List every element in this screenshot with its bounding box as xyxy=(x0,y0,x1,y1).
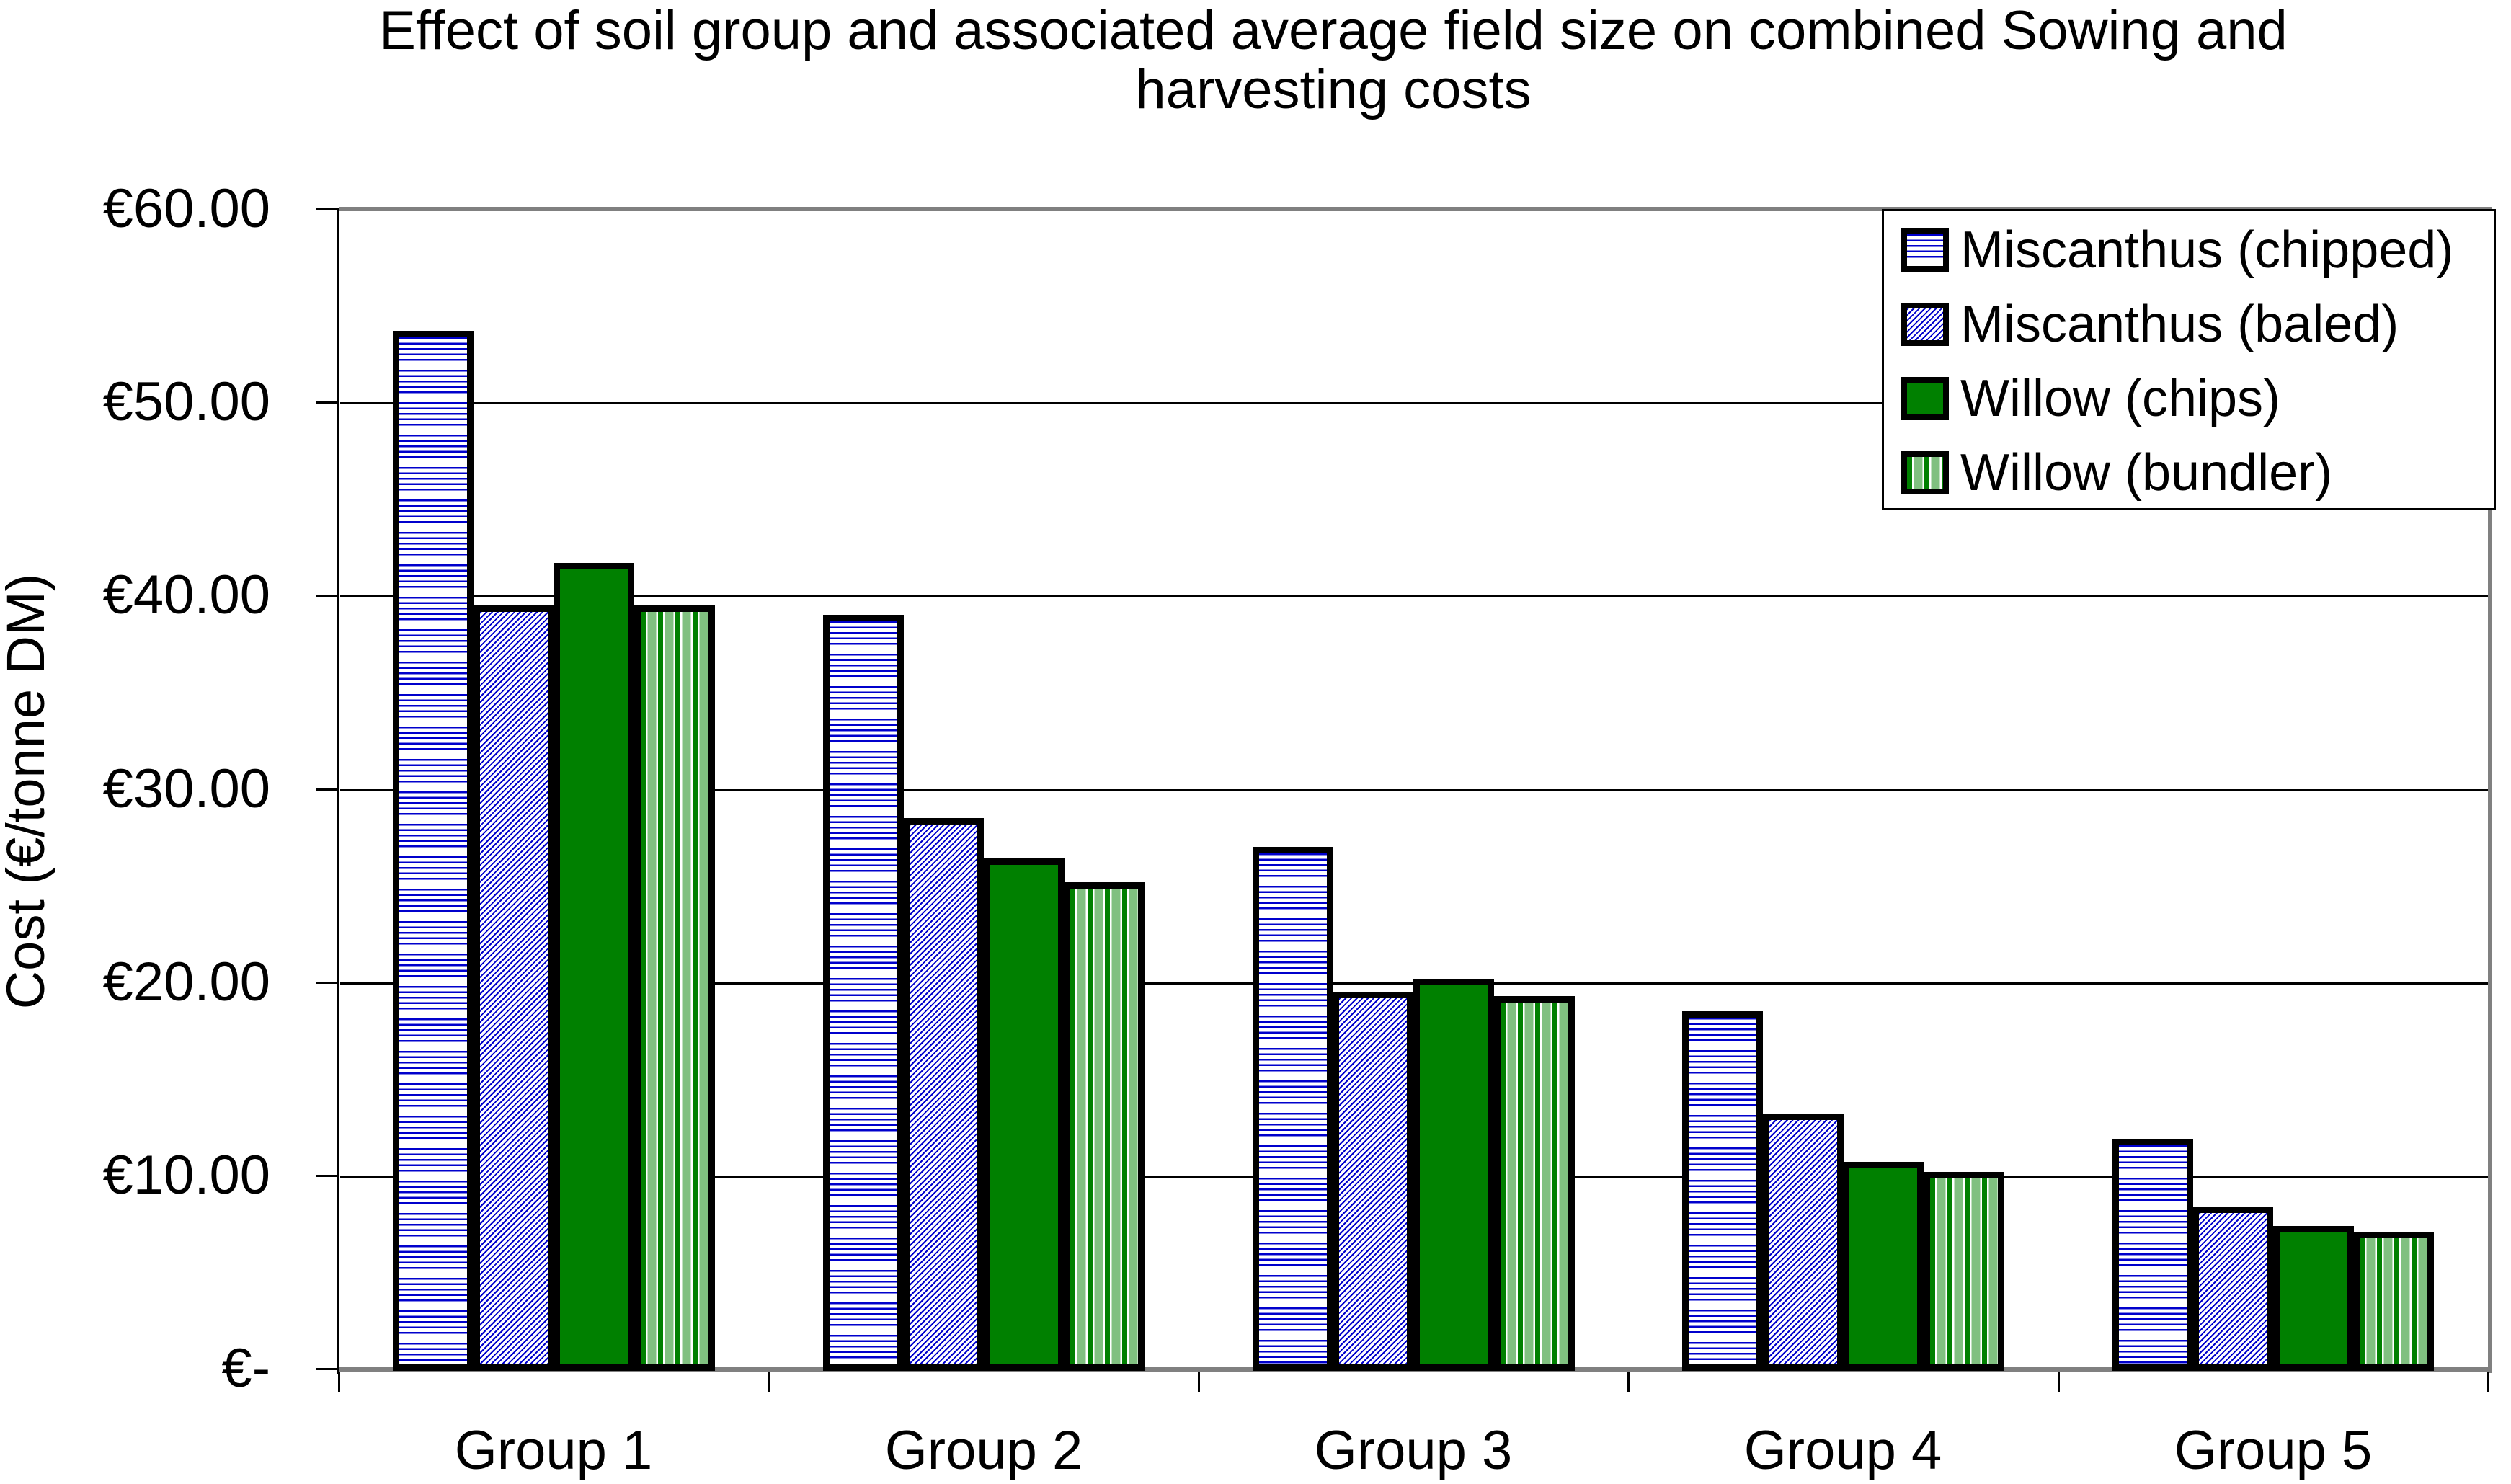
y-tick-20 xyxy=(316,982,339,984)
bar-willow-bundler-group-3 xyxy=(1494,996,1575,1371)
bar-miscanthus-chipped-group-5 xyxy=(2112,1139,2193,1371)
y-tick-40 xyxy=(316,595,339,597)
y-axis-line xyxy=(337,209,339,1374)
bar-willow-chips-group-5 xyxy=(2273,1226,2354,1371)
legend-label: Willow (bundler) xyxy=(1960,443,2333,502)
bar-willow-chips-group-2 xyxy=(984,858,1065,1371)
x-tick-0 xyxy=(338,1372,340,1392)
bar-miscanthus-chipped-group-3 xyxy=(1253,847,1333,1371)
plot-border-top xyxy=(339,207,2492,211)
y-tick-label-20: €20.00 xyxy=(102,951,270,1013)
bar-miscanthus-baled-group-2 xyxy=(903,818,984,1371)
bar-willow-bundler-group-2 xyxy=(1064,882,1145,1371)
x-tick-label-group-4: Group 4 xyxy=(1743,1420,1942,1481)
bar-willow-bundler-group-1 xyxy=(634,605,715,1371)
bar-miscanthus-chipped-group-1 xyxy=(393,331,474,1371)
x-tick-4 xyxy=(2058,1372,2060,1392)
legend-label: Miscanthus (chipped) xyxy=(1960,221,2454,279)
legend-item-miscanthus-chipped: Miscanthus (chipped) xyxy=(1884,213,2494,287)
bar-miscanthus-baled-group-4 xyxy=(1763,1114,1844,1371)
y-tick-label-50: €50.00 xyxy=(102,371,270,432)
x-tick-label-group-2: Group 2 xyxy=(884,1420,1083,1481)
y-tick-10 xyxy=(316,1175,339,1177)
x-tick-5 xyxy=(2487,1372,2489,1392)
y-tick-0 xyxy=(316,1368,339,1370)
x-tick-3 xyxy=(1627,1372,1630,1392)
y-tick-label-60: €60.00 xyxy=(102,178,270,239)
x-tick-1 xyxy=(768,1372,770,1392)
legend-label: Miscanthus (baled) xyxy=(1960,295,2399,353)
bar-willow-chips-group-4 xyxy=(1843,1162,1924,1371)
legend-swatch-ledger-pattern-icon xyxy=(1901,228,1949,272)
y-tick-30 xyxy=(316,788,339,791)
y-tick-label-10: €10.00 xyxy=(102,1145,270,1206)
x-tick-label-group-1: Group 1 xyxy=(454,1420,653,1481)
x-tick-label-group-5: Group 5 xyxy=(2174,1420,2373,1481)
chart-title-line-2: harvesting costs xyxy=(1135,59,1532,120)
x-tick-label-group-3: Group 3 xyxy=(1314,1420,1513,1481)
y-tick-label-40: €40.00 xyxy=(102,564,270,626)
bar-miscanthus-chipped-group-2 xyxy=(823,615,904,1371)
x-tick-2 xyxy=(1198,1372,1200,1392)
plot-border-right xyxy=(2488,207,2492,1373)
bar-willow-bundler-group-4 xyxy=(1924,1172,2004,1371)
legend-label: Willow (chips) xyxy=(1960,369,2281,427)
legend-item-willow-bundler: Willow (bundler) xyxy=(1884,435,2494,510)
y-tick-50 xyxy=(316,401,339,404)
bar-miscanthus-baled-group-5 xyxy=(2192,1207,2273,1371)
gridline-50 xyxy=(340,402,2488,404)
legend: Miscanthus (chipped) Miscanthus (baled) … xyxy=(1882,209,2496,510)
legend-swatch-solid-green-icon xyxy=(1901,376,1949,420)
bar-miscanthus-chipped-group-4 xyxy=(1682,1011,1763,1371)
bar-willow-chips-group-3 xyxy=(1413,979,1494,1371)
y-tick-60 xyxy=(316,208,339,210)
bar-miscanthus-baled-group-1 xyxy=(474,605,554,1371)
legend-swatch-vertical-stripe-icon xyxy=(1901,450,1949,494)
y-tick-label-30: €30.00 xyxy=(102,758,270,819)
legend-swatch-diagonal-pattern-icon xyxy=(1901,302,1949,346)
gridline-40 xyxy=(340,595,2488,597)
bar-willow-bundler-group-5 xyxy=(2353,1232,2434,1371)
chart-title-line-1: Effect of soil group and associated aver… xyxy=(379,0,2288,61)
legend-item-miscanthus-baled: Miscanthus (baled) xyxy=(1884,287,2494,361)
gridline-30 xyxy=(340,789,2488,791)
y-tick-label-0: €- xyxy=(221,1338,270,1399)
bar-willow-chips-group-1 xyxy=(554,563,634,1371)
chart-title: Effect of soil group and associated aver… xyxy=(274,1,2393,120)
bar-miscanthus-baled-group-3 xyxy=(1333,992,1413,1371)
legend-item-willow-chips: Willow (chips) xyxy=(1884,361,2494,435)
